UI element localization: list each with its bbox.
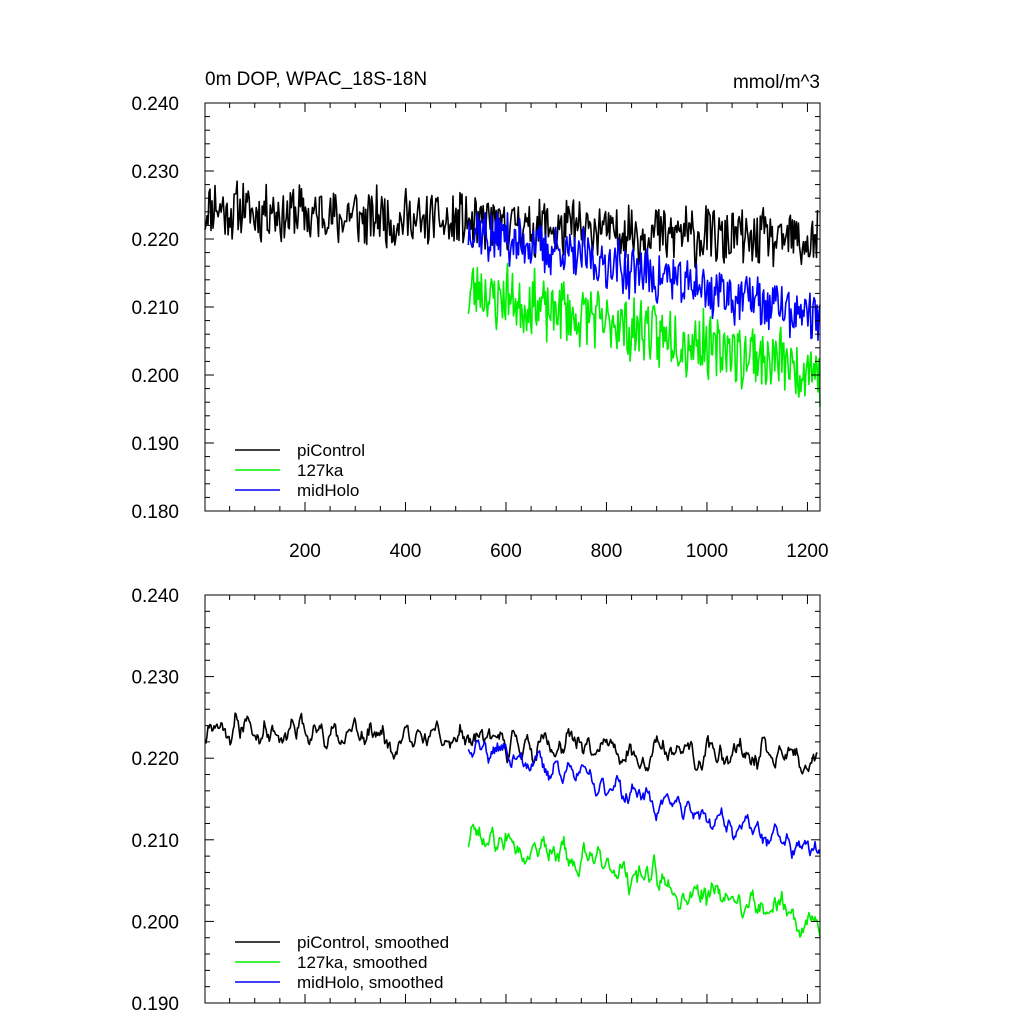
series-line-picontrol-smoothed [204,712,818,775]
series-line-127ka-smoothed [467,823,821,938]
series-line-picontrol [204,180,819,270]
y-tick-label: 0.220 [131,749,179,770]
y-tick-label: 0.220 [131,230,179,251]
bottom-panel: 0.190 0.200 0.210 0.220 0.230 0.240 piControl… [131,586,821,1015]
x-tick-label: 800 [591,541,623,562]
y-tick-label: 0.210 [131,831,179,852]
y-tick-label: 0.230 [131,162,179,183]
top-panel-axes: 0.180 0.190 0.200 0.210 0.220 0.230 0.240 200 40… [131,94,828,562]
top-panel: 0m DOP, WPAC_18S-18N mmol/m^3 0.180 0.190… [131,69,828,562]
series-line-midholo-smoothed [467,739,821,859]
x-tick-label: 400 [390,541,422,562]
bottom-panel-frame [204,594,821,1004]
y-tick-label: 0.180 [131,502,179,523]
x-tick-label: 1000 [686,541,728,562]
x-tick-label: 200 [289,541,321,562]
top-panel-title: 0m DOP, WPAC_18S-18N [205,69,427,90]
bottom-panel-plot-area [204,712,821,938]
top-panel-units: mmol/m^3 [733,72,820,93]
legend-label: 127ka, smoothed [297,953,427,972]
top-panel-plot-area [204,180,821,407]
y-tick-label: 0.240 [131,586,179,607]
series-line-midholo [467,211,821,341]
y-tick-label: 0.210 [131,298,179,319]
bottom-panel-axes: 0.190 0.200 0.210 0.220 0.230 0.240 [131,586,820,1015]
legend-label: 127ka [297,461,344,480]
legend-label: piControl, smoothed [297,933,449,952]
series-line-127ka [467,262,821,407]
legend-label: midHolo, smoothed [297,973,443,992]
x-tick-label: 600 [490,541,522,562]
legend-label: piControl [297,441,365,460]
y-tick-label: 0.230 [131,668,179,689]
y-tick-label: 0.200 [131,366,179,387]
y-tick-label: 0.200 [131,912,179,933]
y-tick-label: 0.240 [131,94,179,115]
y-tick-label: 0.190 [131,434,179,455]
legend-label: midHolo [297,481,359,500]
x-tick-label: 1200 [786,541,828,562]
y-tick-label: 0.190 [131,994,179,1015]
